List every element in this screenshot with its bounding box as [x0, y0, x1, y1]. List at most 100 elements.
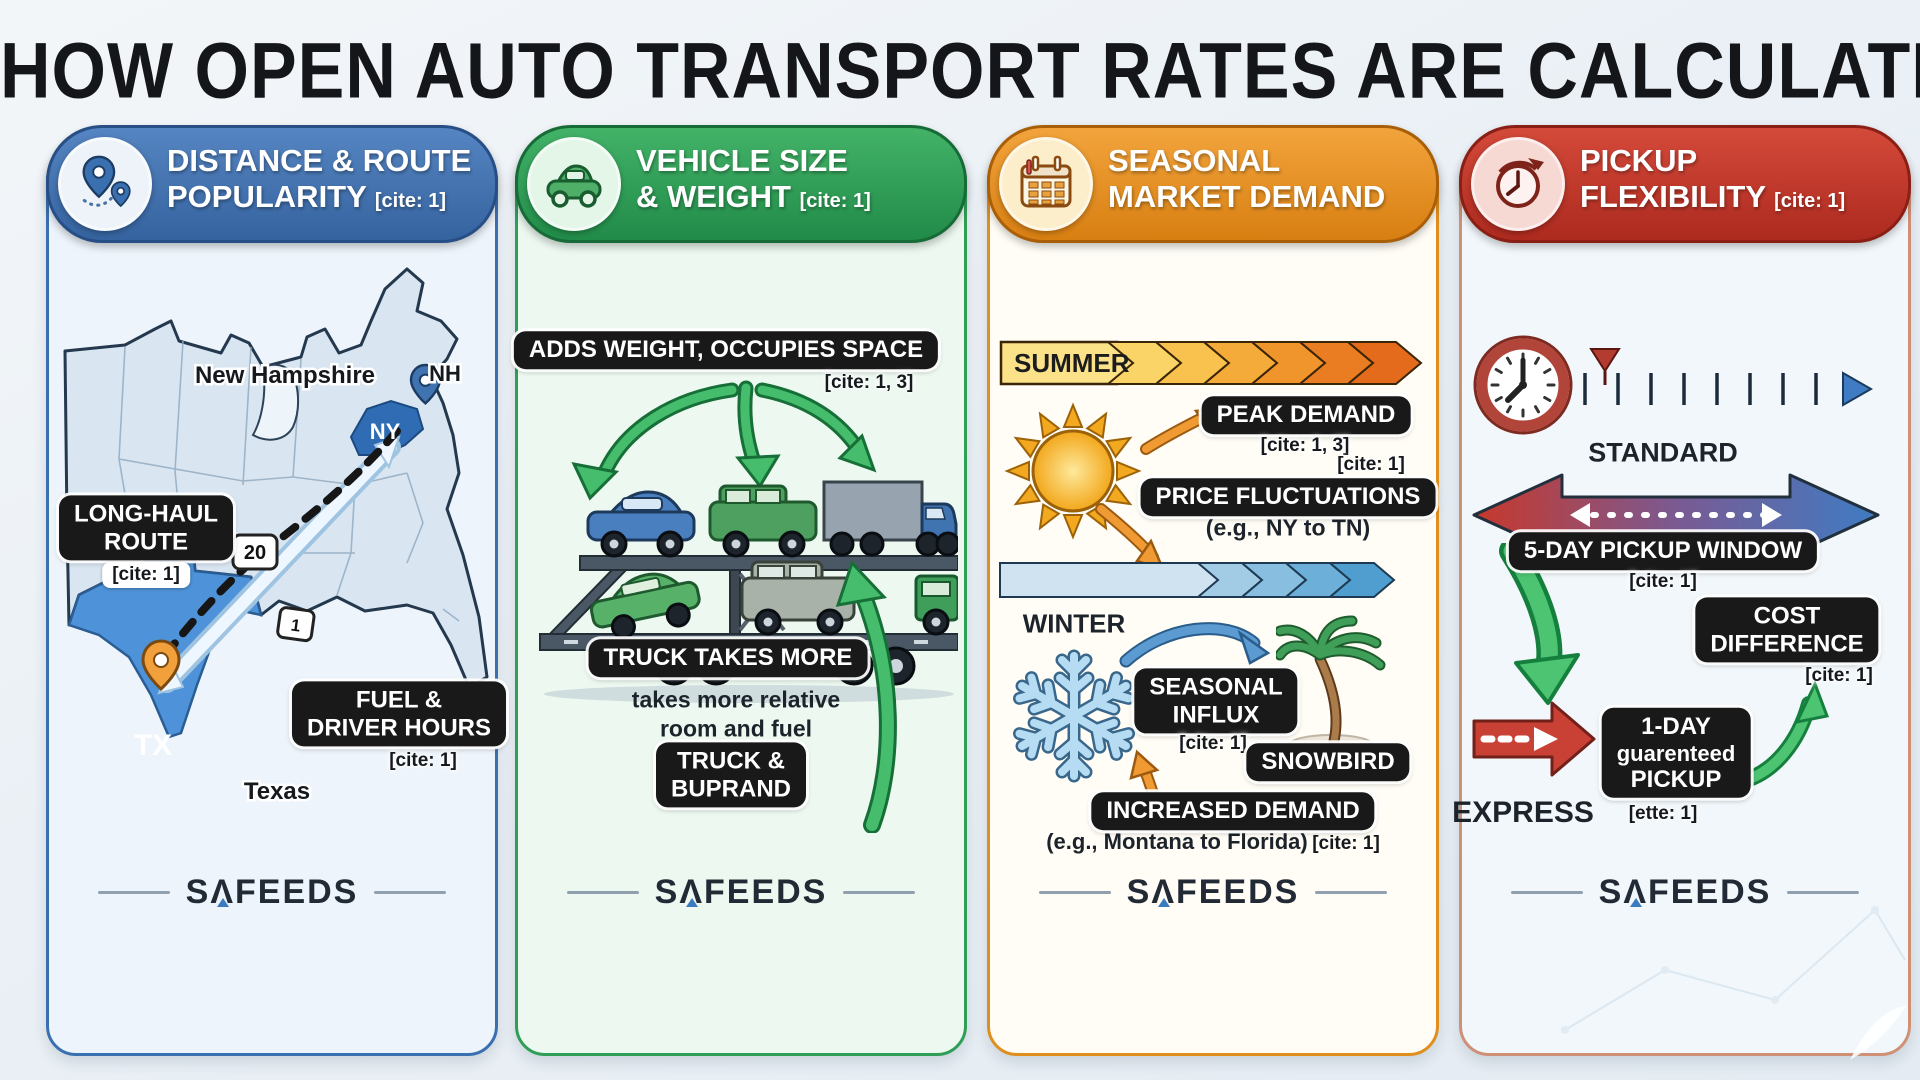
green-up-arrow: [835, 560, 897, 833]
brand-row: S Λ FEEDS: [49, 873, 495, 912]
pill-line: TRUCK &: [677, 747, 785, 775]
brand-row: S Λ FEEDS: [990, 873, 1436, 912]
increased-sub: (e.g., Montana to Florida): [1046, 829, 1308, 854]
map-pins-route-icon: [58, 137, 152, 231]
brand-row: S Λ FEEDS: [1462, 873, 1908, 912]
safeeds-logo: S Λ FEEDS: [1127, 873, 1300, 912]
header-line2: MARKET DEMAND: [1108, 178, 1386, 214]
increased-cite: [cite: 1]: [1312, 833, 1380, 854]
side-cite: [cite: 1]: [1337, 454, 1405, 475]
svg-text:20: 20: [244, 542, 266, 564]
long-haul-route-pill: LONG-HAUL ROUTE: [59, 495, 233, 561]
us-map-illustration: 20 1 New Hampshire NH NY TX Texas: [63, 267, 489, 808]
increased-sub-row: (e.g., Montana to Florida) [cite: 1]: [990, 829, 1436, 855]
takes-sub1: takes more relative: [631, 686, 841, 713]
winter-label: WINTER: [1022, 608, 1126, 639]
map-pin-large: [82, 155, 116, 199]
green-fan-arrows: [571, 380, 877, 501]
one-day-cite: [ette: 1]: [1628, 803, 1698, 824]
pill-line: 1-DAY: [1641, 712, 1711, 740]
nh-pin-icon: [409, 363, 442, 406]
cost-cite: [cite: 1]: [1805, 665, 1873, 686]
logo-a: Λ: [679, 873, 704, 911]
header-line2: FLEXIBILITY: [1580, 178, 1766, 214]
price-fluctuations-pill: PRICE FLUCTUATIONS: [1140, 478, 1436, 516]
snowflake-icon: [1013, 649, 1135, 783]
header-text: VEHICLE SIZE & WEIGHT [cite: 1]: [636, 128, 964, 215]
pill-line: ROUTE: [103, 528, 188, 555]
brand-row: S Λ FEEDS: [518, 873, 964, 912]
corner-logo-shape: [1850, 1006, 1906, 1060]
pill-line: DIFFERENCE: [1710, 630, 1864, 657]
michigan-shape: [251, 363, 299, 441]
adds-weight-cite: [cite: 1, 3]: [824, 372, 914, 393]
express-label: EXPRESS: [1452, 796, 1594, 829]
network-decoration: [1561, 906, 1906, 1034]
header-seasonal-demand: SEASONAL MARKET DEMAND: [987, 125, 1439, 243]
clock-refresh-glyph: [1496, 158, 1544, 208]
snowbird-pill: SNOWBIRD: [1246, 743, 1410, 781]
pill-line: BUPRAND: [671, 775, 791, 802]
pill-line: guarenteed: [1616, 740, 1736, 766]
header-line2: & WEIGHT: [636, 178, 791, 214]
brand-rule-left: [1038, 891, 1111, 894]
green-car-ramp: [589, 572, 701, 640]
header-line2: POPULARITY: [167, 178, 367, 214]
highway-shield-20: 20: [231, 533, 279, 571]
safeeds-logo: S Λ FEEDS: [655, 873, 828, 912]
texas-pin-icon: [141, 639, 181, 692]
summer-label: SUMMER: [1014, 348, 1130, 378]
logo-rest: FEEDS: [704, 873, 828, 911]
calendar-icon: [999, 137, 1093, 231]
sun-icon: [1004, 402, 1142, 540]
fuel-driver-hours-pill: FUEL & DRIVER HOURS: [291, 681, 507, 747]
pickup-timeline: [1569, 348, 1873, 407]
pill-line: DRIVER HOURS: [306, 714, 492, 741]
logo-rest: FEEDS: [1648, 873, 1772, 911]
header-line1: PICKUP: [1580, 143, 1698, 178]
card-pickup-flexibility: PICKUP FLEXIBILITY [cite: 1]: [1452, 125, 1911, 1056]
green-cab: [914, 574, 958, 636]
cost-difference-pill: COST DIFFERENCE: [1695, 597, 1879, 663]
logo-a: Λ: [1623, 873, 1648, 911]
safeeds-logo: S Λ FEEDS: [1599, 873, 1772, 912]
map-pin-small: [110, 181, 131, 208]
new-hampshire-label: New Hampshire: [195, 362, 375, 389]
seasonal-influx-pill: SEASONAL INFLUX: [1134, 668, 1298, 734]
safeeds-logo: S Λ FEEDS: [186, 873, 359, 912]
pill-line: SEASONAL: [1149, 673, 1283, 701]
green-suv: [708, 484, 818, 558]
standard-label: STANDARD: [1588, 437, 1738, 468]
blue-arrow-snowbird: [1119, 622, 1271, 668]
semi-truck: [822, 480, 958, 557]
header-pickup-flexibility: PICKUP FLEXIBILITY [cite: 1]: [1459, 125, 1911, 243]
header-line1: VEHICLE SIZE: [636, 143, 848, 178]
new-york-state: [349, 399, 425, 456]
one-day-pickup-pill: 1-DAY guarenteed PICKUP: [1601, 707, 1751, 799]
logo-rest: FEEDS: [235, 873, 359, 911]
svg-text:1: 1: [290, 616, 302, 636]
header-cite: [cite: 1]: [799, 189, 871, 212]
clock-refresh-icon: [1471, 137, 1565, 231]
brand-rule-right: [1315, 891, 1388, 894]
header-text: DISTANCE & ROUTE POPULARITY [cite: 1]: [167, 128, 495, 215]
header-distance-route: DISTANCE & ROUTE POPULARITY [cite: 1]: [46, 125, 498, 243]
truck-brand-pill: TRUCK & BUPRAND: [656, 742, 806, 808]
logo-a: Λ: [1151, 873, 1176, 911]
header-text: SEASONAL MARKET DEMAND: [1108, 128, 1436, 215]
pill-line: INFLUX: [1172, 701, 1260, 728]
brand-rule-right: [843, 891, 916, 894]
map-pins-route-glyph: [82, 155, 131, 208]
pickup-window-pill: 5-DAY PICKUP WINDOW: [1508, 532, 1818, 570]
pill-line: PICKUP: [1630, 765, 1722, 793]
nh-label: NH: [429, 361, 461, 386]
header-line1: SEASONAL: [1108, 143, 1281, 178]
brand-rule-right: [374, 891, 447, 894]
brand-rule-left: [1510, 891, 1583, 894]
header-line1: DISTANCE & ROUTE: [167, 143, 472, 178]
takes-sub2: room and fuel: [659, 715, 813, 742]
winter-banner: [999, 562, 1396, 598]
timeline-marker: [1589, 348, 1621, 373]
long-haul-cite: [cite: 1]: [102, 562, 190, 588]
